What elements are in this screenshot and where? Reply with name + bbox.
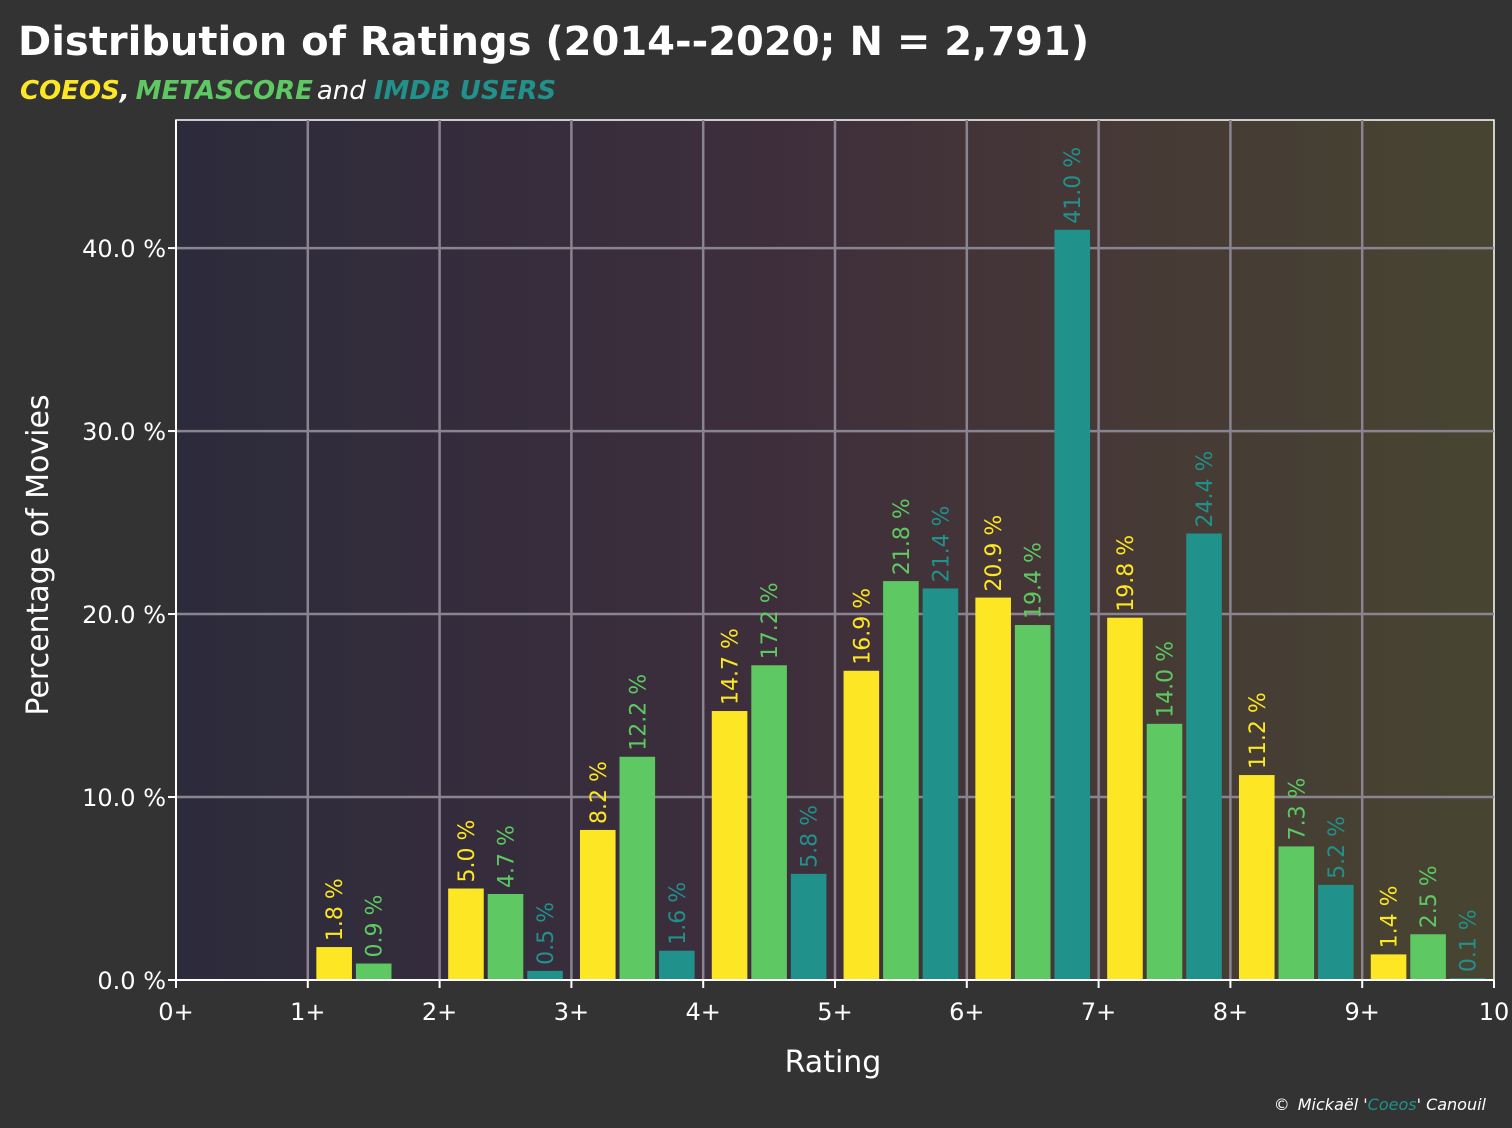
bar-metascore (751, 665, 787, 980)
bar-value-label: 17.2 % (758, 582, 783, 659)
bar-coeos (579, 829, 616, 980)
bar-value-label: 5.8 % (798, 805, 823, 868)
y-tick-label: 40.0 % (82, 235, 166, 263)
x-tick-label: 6+ (949, 998, 984, 1026)
x-tick-label: 3+ (554, 998, 589, 1026)
bar-coeos (843, 670, 880, 980)
bar-coeos (1238, 775, 1275, 980)
bar-value-label: 4.7 % (495, 825, 520, 888)
bar-coeos (975, 597, 1011, 980)
x-tick-label: 7+ (1081, 998, 1116, 1026)
bar-imdb-users (1318, 884, 1354, 980)
subtitle-separator: , (119, 76, 130, 106)
bar-value-label: 20.9 % (982, 515, 1007, 592)
bar-imdb-users (527, 970, 563, 980)
bar-value-label: 5.2 % (1325, 816, 1350, 879)
bar-value-label: 7.3 % (1285, 778, 1310, 841)
bar-value-label: 1.8 % (323, 878, 348, 941)
subtitle-and: and (317, 76, 366, 106)
bar-coeos (316, 947, 352, 980)
credit-handle: Coeos (1368, 1095, 1417, 1114)
bar-value-labels: 1.8 % 5.0 % 8.2 % 14.7 % 16.9 % 20.9 % 19.8 % 1… (323, 147, 1481, 972)
axis-ticks: 0+ 1+ 2+ 3+ 4+ 5+ 6+ 7+ 8+ 9+ 10 0.0 % 10.0 % 20.0 % 3… (82, 235, 1509, 1026)
bar-coeos (1370, 954, 1407, 980)
bar-value-label: 16.9 % (850, 588, 875, 665)
bar-metascore (1410, 934, 1446, 980)
bar-value-label: 0.1 % (1457, 909, 1482, 972)
bar-imdb-users (790, 873, 827, 980)
bars (316, 229, 1486, 980)
bar-value-label: 5.0 % (455, 820, 480, 883)
x-tick-label: 2+ (422, 998, 457, 1026)
y-axis-label: Percentage of Movies (21, 394, 56, 715)
x-axis-label: Rating (785, 1045, 882, 1080)
bar-value-label: 19.4 % (1022, 542, 1047, 619)
chart-subtitle: COEOS, METASCORE and IMDB USERS (20, 76, 556, 106)
x-tick-label: 4+ (686, 998, 721, 1026)
x-tick-label: 9+ (1345, 998, 1380, 1026)
bar-value-label: 2.5 % (1417, 865, 1442, 928)
bar-value-label: 0.5 % (534, 902, 559, 965)
subtitle-imdb-users: IMDB USERS (374, 76, 556, 106)
grid (176, 120, 1494, 980)
y-tick-label: 20.0 % (82, 601, 166, 629)
credit-name-before: Mickaël ' (1298, 1095, 1368, 1114)
bar-value-label: 1.4 % (1378, 885, 1403, 948)
x-tick-label: 8+ (1213, 998, 1248, 1026)
y-tick-label: 10.0 % (82, 784, 166, 812)
x-tick-label: 10 (1479, 998, 1510, 1026)
bar-metascore (1278, 846, 1315, 980)
bar-value-label: 0.9 % (363, 895, 388, 958)
bar-value-label: 24.4 % (1193, 451, 1218, 528)
bar-coeos (1107, 617, 1143, 980)
bar-coeos (448, 888, 484, 980)
bar-imdb-users (659, 950, 695, 980)
x-tick-label: 0+ (158, 998, 193, 1026)
bar-imdb-users (1186, 533, 1222, 980)
subtitle-coeos: COEOS (20, 76, 120, 106)
bar-metascore (1014, 625, 1051, 980)
bar-value-label: 11.2 % (1246, 692, 1271, 769)
bar-value-label: 8.2 % (587, 761, 612, 824)
bar-coeos (711, 711, 748, 980)
x-tick-label: 5+ (817, 998, 852, 1026)
bar-value-label: 14.0 % (1154, 641, 1179, 718)
bar-value-label: 14.7 % (719, 628, 744, 705)
credit-copyright: © (1274, 1095, 1290, 1114)
bar-metascore (883, 581, 919, 980)
bar-value-label: 1.6 % (666, 882, 691, 945)
bar-value-label: 41.0 % (1061, 147, 1086, 224)
bar-metascore (619, 756, 656, 980)
bar-metascore (1146, 723, 1183, 980)
bar-imdb-users (1054, 229, 1091, 980)
bar-value-label: 12.2 % (626, 674, 651, 751)
subtitle-metascore: METASCORE (136, 76, 313, 106)
bar-imdb-users (922, 588, 959, 980)
x-tick-label: 1+ (290, 998, 325, 1026)
bar-value-label: 21.8 % (890, 498, 915, 575)
chart-title: Distribution of Ratings (2014--2020; N =… (18, 19, 1089, 65)
credit: © Mickaël 'Coeos' Canouil (1274, 1095, 1487, 1114)
credit-name-after: ' Canouil (1417, 1095, 1487, 1114)
bar-metascore (355, 963, 392, 980)
y-tick-label: 30.0 % (82, 418, 166, 446)
bar-metascore (487, 894, 524, 980)
y-tick-label: 0.0 % (97, 967, 166, 995)
bar-value-label: 21.4 % (929, 506, 954, 583)
bar-value-label: 19.8 % (1114, 535, 1139, 612)
